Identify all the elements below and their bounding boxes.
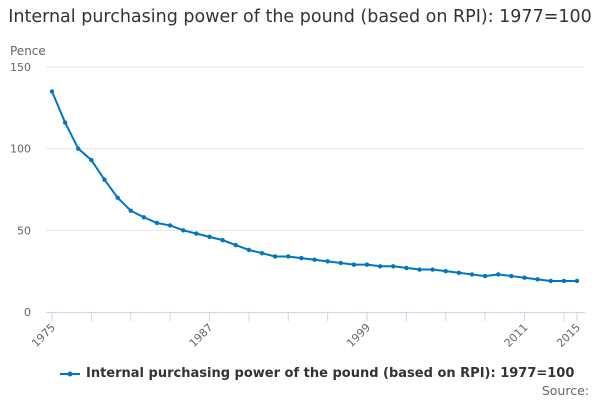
legend-label: Internal purchasing power of the pound (…: [86, 366, 575, 381]
data-point: [115, 195, 120, 200]
data-point: [49, 89, 55, 94]
data-point: [286, 254, 291, 259]
data-point: [574, 278, 580, 284]
data-point: [404, 265, 409, 271]
data-point: [62, 120, 68, 125]
data-point: [522, 275, 527, 280]
y-tick-label: 100: [10, 143, 31, 156]
data-point: [102, 177, 107, 182]
x-tick-label: 2015: [554, 321, 583, 350]
series-line: [51, 91, 577, 282]
data-point: [207, 234, 212, 240]
data-point: [154, 220, 160, 226]
data-point: [259, 251, 265, 256]
y-tick-label: 50: [17, 224, 31, 237]
data-point: [167, 223, 173, 228]
y-tick-label: 150: [10, 61, 31, 74]
data-point: [482, 273, 488, 279]
legend-item[interactable]: Internal purchasing power of the pound (…: [60, 366, 574, 381]
data-point: [141, 215, 147, 220]
data-point: [430, 267, 435, 272]
data-point: [443, 268, 448, 274]
data-point: [509, 273, 514, 279]
data-point: [469, 272, 475, 277]
y-axis-label: Pence: [10, 44, 46, 58]
y-tick-label: 0: [24, 306, 31, 319]
x-tick-label: 1987: [187, 321, 216, 350]
data-point: [496, 272, 501, 277]
data-point: [128, 208, 133, 213]
data-point: [312, 257, 317, 262]
data-point: [325, 259, 330, 264]
data-point: [391, 264, 396, 269]
data-point: [456, 270, 462, 275]
data-point: [535, 277, 540, 282]
data-point: [89, 157, 94, 163]
x-tick-label: 2011: [502, 321, 531, 350]
x-tick-label: 1975: [29, 321, 58, 350]
data-point: [351, 262, 357, 267]
data-point: [377, 264, 383, 269]
data-point: [338, 260, 343, 266]
data-point: [76, 146, 81, 151]
data-point: [233, 242, 238, 248]
data-point: [417, 267, 422, 272]
source-label: Source:: [541, 383, 589, 398]
data-point: [181, 228, 186, 233]
data-point: [299, 255, 304, 261]
data-point: [561, 278, 567, 284]
data-point: [220, 237, 225, 243]
data-point: [194, 231, 199, 236]
data-point: [272, 254, 278, 259]
x-tick-label: 1999: [344, 321, 373, 350]
data-point: [364, 262, 370, 267]
chart-title: Internal purchasing power of the pound (…: [8, 7, 592, 27]
data-point: [548, 278, 553, 284]
legend-marker-icon: [60, 371, 80, 376]
data-point: [246, 247, 252, 253]
